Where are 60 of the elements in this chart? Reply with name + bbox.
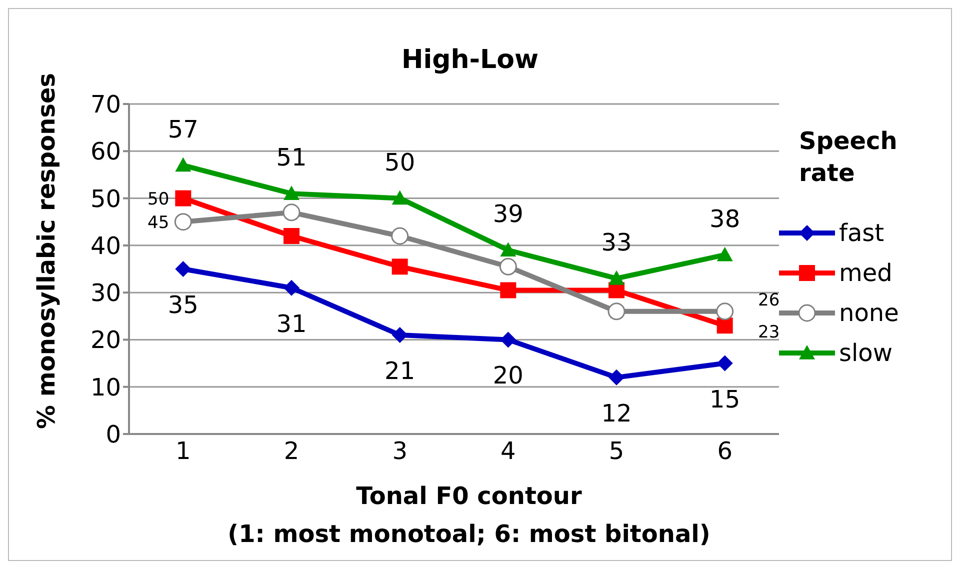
point [608, 302, 626, 320]
data-label: 45 [148, 212, 170, 233]
legend-label: none [839, 299, 899, 327]
point [608, 369, 624, 386]
point [608, 270, 624, 285]
data-label: 51 [276, 144, 307, 172]
data-label: 15 [710, 385, 740, 414]
point [391, 227, 409, 245]
data-label: 21 [384, 357, 416, 385]
point [284, 280, 300, 296]
y-tick-label: 30 [90, 279, 121, 308]
legend-label: med [839, 259, 892, 287]
data-label: 57 [168, 115, 198, 144]
chart-title: High-Low [401, 45, 539, 75]
point [392, 327, 408, 343]
point [175, 190, 192, 206]
data-label: 20 [492, 362, 524, 390]
point [716, 355, 733, 372]
y-axis-title: % monosyllabic responses [32, 72, 61, 429]
x-axis-title: Tonal F0 contour (1: most monotoal; 6: most bitonal) [226, 481, 712, 550]
point [175, 157, 192, 172]
data-label: 12 [601, 399, 632, 428]
point [392, 190, 408, 205]
legend-label: fast [839, 219, 884, 247]
y-tick-label: 0 [106, 420, 121, 449]
x-tick-label: 4 [500, 437, 516, 466]
point [500, 242, 516, 257]
data-label: 38 [710, 204, 740, 233]
x-tick-label: 6 [717, 437, 732, 466]
point [716, 302, 734, 320]
data-label: 26 [758, 290, 780, 310]
data-label: 23 [758, 322, 780, 343]
data-label: 31 [276, 310, 307, 338]
y-tick-label: 20 [90, 326, 121, 354]
data-label: 39 [492, 200, 524, 228]
data-label: 50 [148, 189, 170, 210]
point [716, 318, 733, 334]
legend-label: slow [839, 339, 892, 367]
x-tick-label: 2 [284, 437, 300, 466]
point [175, 261, 192, 277]
point [499, 258, 517, 276]
point [500, 282, 516, 298]
x-tick-label: 5 [608, 437, 624, 466]
y-tick-label: 60 [90, 138, 121, 166]
x-tick-label: 1 [176, 437, 191, 466]
x-tick-label: 3 [392, 437, 408, 466]
data-label: 35 [168, 291, 198, 319]
data-label: 33 [601, 228, 632, 256]
point [284, 228, 300, 244]
point [284, 186, 300, 200]
y-tick-label: 40 [90, 232, 121, 260]
point [282, 204, 300, 222]
point [716, 246, 733, 262]
y-tick-label: 50 [90, 184, 121, 213]
point [392, 258, 408, 275]
y-tick-label: 70 [90, 90, 121, 119]
point [174, 213, 192, 231]
data-label: 50 [384, 148, 416, 176]
y-tick-label: 10 [90, 373, 121, 402]
legend-title: Speech rate [799, 126, 898, 189]
